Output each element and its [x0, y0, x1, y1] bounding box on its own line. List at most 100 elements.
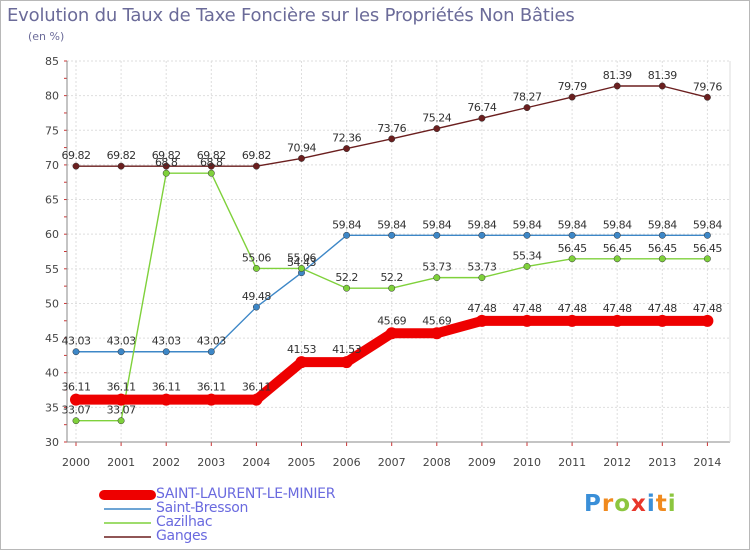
data-label-saint-bresson: 43.03 [197, 335, 226, 348]
x-tick-label: 2008 [423, 456, 451, 469]
data-point-saint-bresson [162, 348, 170, 356]
data-point-cazilhac [162, 169, 170, 177]
x-tick-label: 2002 [152, 456, 180, 469]
x-tick-label: 2003 [197, 456, 225, 469]
data-point-saint-bresson [433, 231, 441, 239]
data-point-ganges [252, 162, 260, 170]
data-label-ganges: 81.39 [603, 69, 632, 82]
data-label-cazilhac: 33.07 [62, 404, 91, 417]
data-label-cazilhac: 56.45 [693, 242, 722, 255]
data-label-ganges: 73.76 [377, 122, 406, 135]
y-tick-label: 70 [45, 159, 59, 172]
data-point-ganges [72, 162, 80, 170]
data-point-ganges [298, 154, 305, 162]
data-label-ganges: 69.82 [197, 149, 226, 162]
data-point-ganges [703, 93, 711, 101]
data-label-saint-bresson: 59.84 [693, 218, 722, 231]
logo-letter-3: x [631, 491, 647, 517]
data-label-saint-bresson: 43.03 [62, 335, 91, 348]
data-point-saint-laurent-le-minier [250, 393, 263, 406]
data-label-saint-laurent-le-minier: 36.11 [107, 381, 136, 394]
data-point-saint-bresson [613, 231, 621, 239]
data-label-ganges: 76.74 [467, 101, 496, 114]
data-point-saint-laurent-le-minier [656, 314, 669, 327]
data-label-saint-laurent-le-minier: 47.48 [693, 302, 722, 315]
data-point-cazilhac [478, 274, 486, 282]
y-tick-label: 60 [45, 228, 59, 241]
data-point-saint-bresson [658, 231, 666, 239]
plot-area [67, 61, 730, 442]
data-point-saint-bresson [388, 231, 396, 239]
data-label-ganges: 79.76 [693, 80, 722, 93]
data-point-saint-laurent-le-minier [611, 314, 624, 327]
y-tick-label: 55 [45, 263, 59, 276]
y-tick-label: 50 [45, 297, 59, 310]
data-label-saint-laurent-le-minier: 36.11 [152, 381, 181, 394]
data-point-saint-laurent-le-minier [115, 393, 128, 406]
data-label-ganges: 69.82 [152, 149, 181, 162]
x-tick-label: 2006 [333, 456, 361, 469]
data-point-saint-bresson [252, 303, 260, 311]
data-label-saint-bresson: 49.48 [242, 290, 271, 303]
data-label-saint-bresson: 59.84 [467, 218, 496, 231]
data-point-ganges [388, 135, 396, 143]
data-point-saint-bresson [703, 231, 711, 239]
data-label-saint-laurent-le-minier: 47.48 [648, 302, 677, 315]
data-label-ganges: 78.27 [513, 91, 542, 104]
data-label-cazilhac: 55.34 [513, 249, 542, 262]
data-point-saint-laurent-le-minier [295, 356, 308, 369]
data-point-saint-laurent-le-minier [475, 314, 488, 327]
data-label-saint-laurent-le-minier: 41.53 [332, 343, 361, 356]
data-point-cazilhac [207, 169, 215, 177]
data-point-ganges [568, 93, 576, 101]
data-label-cazilhac: 56.45 [648, 242, 677, 255]
data-point-ganges [343, 145, 351, 153]
data-label-saint-laurent-le-minier: 36.11 [197, 381, 226, 394]
data-point-saint-bresson [72, 348, 80, 356]
data-point-cazilhac [343, 284, 351, 292]
x-tick-label: 2007 [378, 456, 406, 469]
data-point-ganges [162, 162, 170, 170]
data-point-saint-bresson [523, 231, 531, 239]
data-label-saint-bresson: 59.84 [377, 218, 406, 231]
logo-letter-0: P [584, 491, 602, 517]
x-tick-label: 2001 [107, 456, 135, 469]
data-label-ganges: 72.36 [332, 132, 361, 145]
legend-label-2: Cazilhac [156, 514, 213, 530]
data-point-cazilhac [658, 255, 666, 263]
logo-letter-1: r [601, 491, 615, 517]
x-tick-label: 2014 [693, 456, 721, 469]
data-label-saint-bresson: 59.84 [422, 218, 451, 231]
data-point-ganges [523, 104, 531, 112]
legend-label-1: Saint-Bresson [156, 500, 249, 516]
data-point-cazilhac [703, 255, 711, 263]
data-point-cazilhac [613, 255, 621, 263]
data-label-cazilhac: 55.06 [242, 251, 271, 264]
data-label-ganges: 70.94 [287, 141, 316, 154]
x-tick-label: 2011 [558, 456, 586, 469]
data-point-cazilhac [298, 264, 305, 272]
chart-title: Evolution du Taux de Taxe Foncière sur l… [7, 5, 575, 26]
data-point-saint-laurent-le-minier [70, 393, 82, 406]
y-tick-label: 85 [45, 55, 59, 68]
data-label-saint-bresson: 43.03 [152, 335, 181, 348]
x-tick-label: 2009 [468, 456, 496, 469]
logo-letter-2: o [614, 491, 632, 517]
data-label-cazilhac: 55.06 [287, 251, 316, 264]
data-label-ganges: 81.39 [648, 69, 677, 82]
x-tick-label: 2005 [288, 456, 316, 469]
data-point-cazilhac [388, 284, 396, 292]
data-point-saint-laurent-le-minier [205, 393, 218, 406]
y-tick-label: 35 [45, 401, 59, 414]
data-label-cazilhac: 52.2 [380, 271, 403, 284]
data-label-cazilhac: 68.8 [200, 156, 223, 169]
data-point-cazilhac [523, 263, 531, 270]
data-label-saint-bresson: 59.84 [558, 218, 587, 231]
data-label-saint-laurent-le-minier: 47.48 [558, 302, 587, 315]
data-point-ganges [658, 82, 666, 90]
data-point-saint-bresson [568, 231, 576, 239]
data-point-saint-laurent-le-minier [701, 314, 714, 327]
data-label-cazilhac: 68.8 [155, 156, 178, 169]
data-label-saint-laurent-le-minier: 45.69 [422, 314, 451, 327]
